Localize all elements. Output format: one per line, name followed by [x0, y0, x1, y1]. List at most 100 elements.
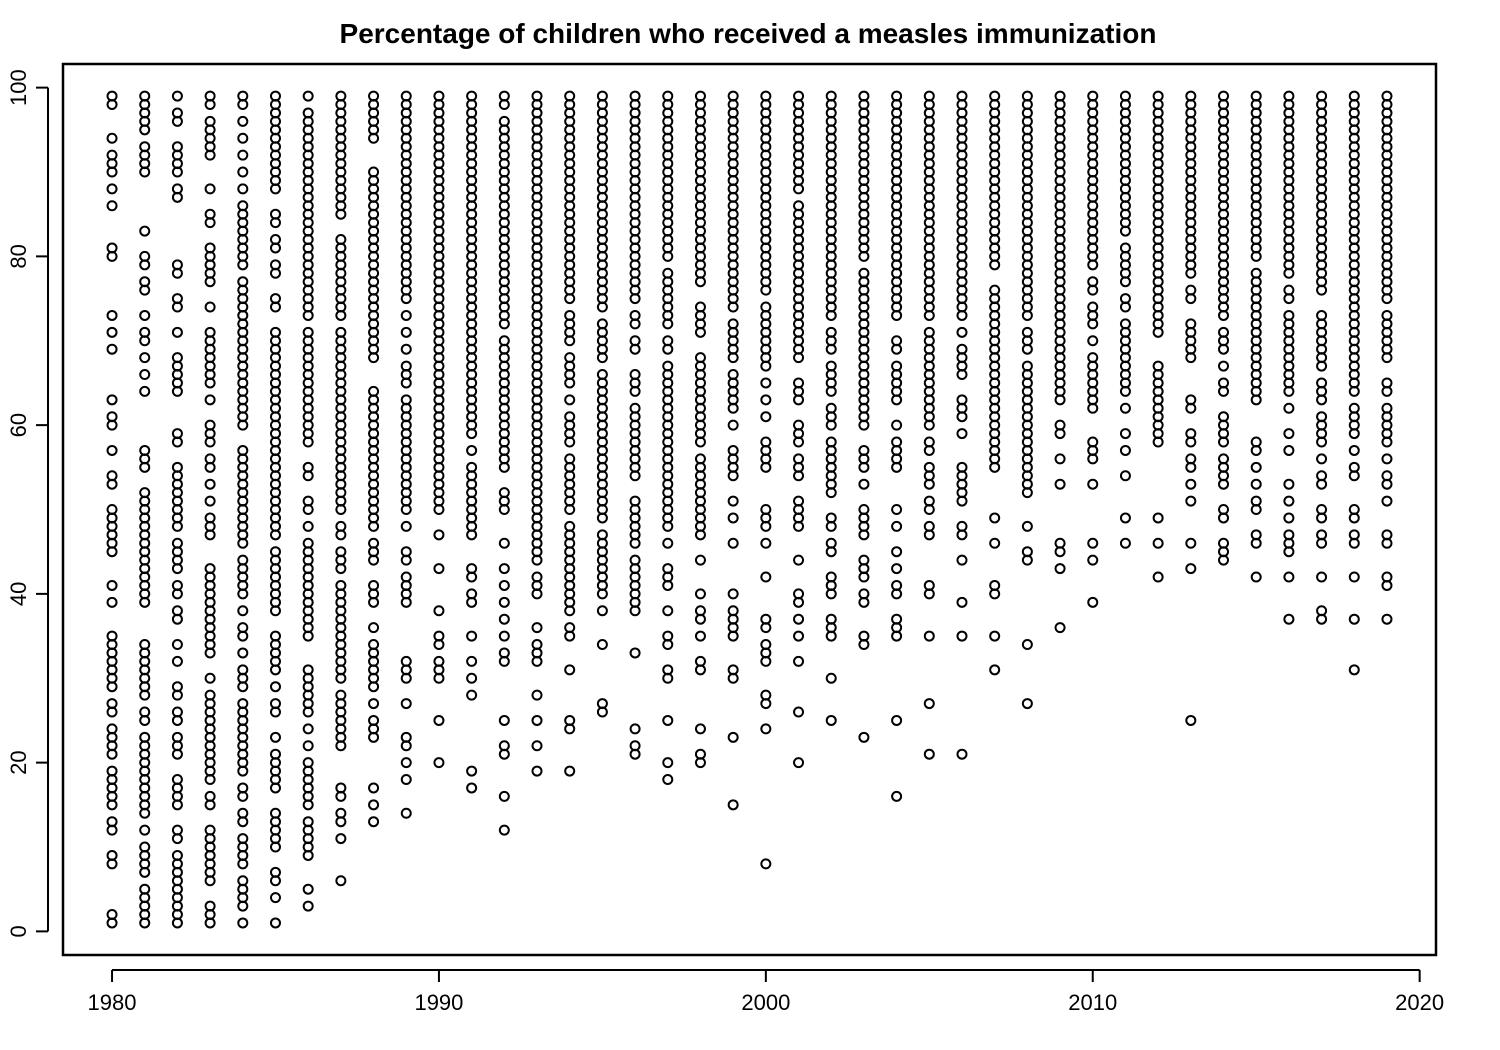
- data-point: [335, 740, 347, 752]
- data-point: [891, 394, 903, 406]
- data-point: [760, 377, 772, 389]
- data-point: [1119, 512, 1131, 524]
- data-point: [498, 579, 510, 591]
- data-point: [891, 461, 903, 473]
- x-tick-label: 1990: [414, 990, 463, 1015]
- data-point: [1054, 622, 1066, 634]
- data-point: [204, 377, 216, 389]
- data-point: [368, 554, 380, 566]
- data-point: [106, 596, 118, 608]
- data-point: [335, 790, 347, 802]
- data-point: [1348, 571, 1360, 583]
- data-point: [106, 132, 118, 144]
- data-point: [825, 630, 837, 642]
- data-point: [564, 436, 576, 448]
- data-point: [400, 596, 412, 608]
- data-point: [302, 706, 314, 718]
- data-point: [760, 411, 772, 423]
- data-point: [662, 343, 674, 355]
- data-point: [1218, 343, 1230, 355]
- data-point: [1185, 714, 1197, 726]
- data-point: [106, 394, 118, 406]
- data-point: [891, 546, 903, 558]
- data-point: [858, 639, 870, 650]
- data-point: [139, 225, 151, 237]
- data-point: [596, 352, 608, 364]
- data-point: [171, 166, 183, 178]
- data-point: [204, 875, 216, 887]
- data-point: [204, 917, 216, 929]
- data-point: [564, 293, 576, 305]
- data-point: [531, 554, 543, 566]
- data-point: [760, 284, 772, 296]
- data-point: [1087, 596, 1099, 608]
- data-point: [237, 605, 249, 617]
- data-point: [923, 748, 935, 760]
- data-point: [400, 672, 412, 684]
- data-point: [1152, 537, 1164, 549]
- data-point: [171, 748, 183, 760]
- data-point: [1087, 537, 1099, 549]
- data-point: [760, 360, 772, 372]
- data-point: [1250, 478, 1262, 490]
- data-point: [1381, 478, 1393, 490]
- data-point: [269, 301, 281, 313]
- data-point: [1119, 301, 1131, 313]
- data-point: [1054, 428, 1066, 440]
- data-point: [629, 385, 641, 397]
- data-point: [269, 731, 281, 743]
- y-tick-label: 60: [6, 413, 31, 437]
- data-point: [368, 799, 380, 811]
- data-point: [106, 706, 118, 718]
- data-point: [269, 267, 281, 279]
- data-point: [237, 132, 249, 144]
- data-point: [760, 461, 772, 473]
- data-point: [1119, 428, 1131, 440]
- data-point: [1185, 352, 1197, 364]
- data-point: [858, 596, 870, 608]
- data-point: [891, 588, 903, 600]
- data-point: [466, 782, 478, 794]
- data-point: [269, 782, 281, 794]
- data-point: [956, 428, 968, 440]
- data-point: [368, 681, 380, 693]
- x-tick-label: 1980: [88, 990, 137, 1015]
- data-point: [923, 444, 935, 456]
- data-point: [302, 740, 314, 752]
- data-point: [269, 217, 281, 229]
- data-point: [237, 259, 249, 271]
- data-point: [989, 664, 1001, 676]
- data-point: [989, 461, 1001, 473]
- data-point: [335, 208, 347, 220]
- data-point: [825, 309, 837, 321]
- data-point: [1185, 563, 1197, 575]
- data-point: [171, 385, 183, 397]
- data-point: [1283, 546, 1295, 558]
- data-point: [825, 385, 837, 397]
- data-point: [1119, 402, 1131, 414]
- data-point: [400, 293, 412, 305]
- data-point: [269, 664, 281, 676]
- data-point: [956, 596, 968, 608]
- data-point: [923, 588, 935, 600]
- data-point: [1021, 487, 1033, 499]
- data-point: [1152, 571, 1164, 583]
- data-point: [1185, 436, 1197, 448]
- data-point: [662, 757, 674, 769]
- data-point: [727, 588, 739, 600]
- data-point: [825, 546, 837, 558]
- y-tick-label: 20: [6, 750, 31, 774]
- data-point: [1316, 284, 1328, 296]
- data-point: [793, 757, 805, 769]
- data-point: [1381, 537, 1393, 549]
- data-point: [1283, 613, 1295, 625]
- data-point: [596, 512, 608, 524]
- data-point: [1087, 259, 1099, 271]
- data-point: [237, 816, 249, 828]
- data-point: [400, 504, 412, 515]
- data-point: [139, 369, 151, 380]
- data-point: [727, 672, 739, 684]
- data-point: [793, 352, 805, 364]
- data-point: [302, 436, 314, 448]
- data-point: [793, 554, 805, 566]
